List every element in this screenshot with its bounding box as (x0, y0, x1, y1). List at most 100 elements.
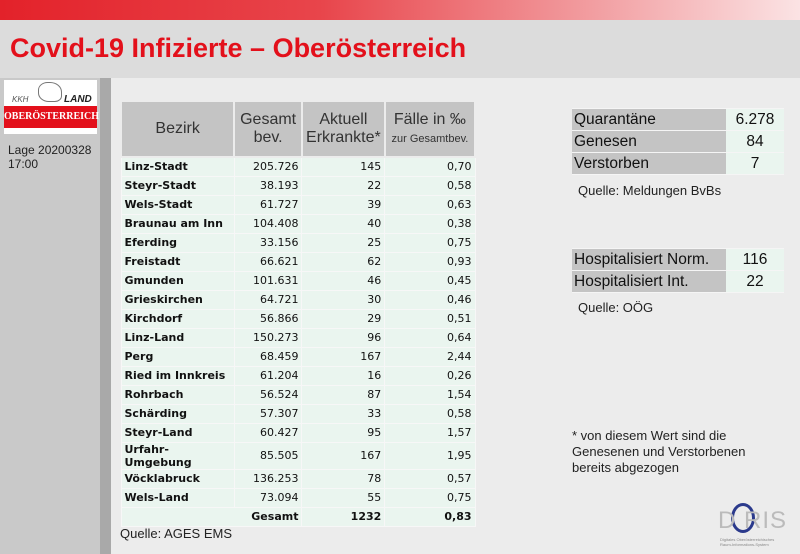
cell-faelle: 0,46 (384, 289, 476, 310)
cell-gesamt: 66.621 (233, 251, 303, 272)
cell-gesamt: 205.726 (233, 156, 303, 177)
table-row: Kirchdorf 56.866 29 0,51 (120, 308, 476, 329)
cell-aktuell: 55 (301, 487, 386, 508)
cell-faelle: 0,63 (384, 194, 476, 215)
status-row: Quarantäne 6.278 (572, 108, 784, 131)
cell-gesamt: 136.253 (233, 468, 303, 489)
cell-aktuell: 39 (301, 194, 386, 215)
hospital-table: Hospitalisiert Norm. 116 Hospitalisiert In… (572, 248, 784, 293)
row-label: Verstorben (572, 152, 726, 175)
table-row: Schärding 57.307 33 0,58 (120, 403, 476, 424)
cell-gesamt: 33.156 (233, 232, 303, 253)
source-ages: Quelle: AGES EMS (120, 526, 232, 541)
source-oeg: Quelle: OÖG (578, 300, 654, 315)
cell-aktuell: 96 (301, 327, 386, 348)
table-row: Ried im Innkreis 61.204 16 0,26 (120, 365, 476, 386)
header-gesamt: Gesamt bev. (233, 100, 303, 158)
cell-aktuell: 29 (301, 308, 386, 329)
total-row: Gesamt 1232 0,83 (120, 506, 476, 527)
table-row: Vöcklabruck 136.253 78 0,57 (120, 468, 476, 489)
cell-gesamt: 57.307 (233, 403, 303, 424)
cell-gesamt: 85.505 (233, 441, 303, 470)
page-title: Covid-19 Infizierte – Oberösterreich (10, 33, 467, 63)
table-row: Gmunden 101.631 46 0,45 (120, 270, 476, 291)
cell-bezirk: Vöcklabruck (120, 468, 235, 489)
land-ooe-logo: KKH LAND OBERÖSTERREICH (4, 80, 99, 134)
cell-aktuell: 95 (301, 422, 386, 443)
cell-faelle: 1,54 (384, 384, 476, 405)
cell-faelle: 0,26 (384, 365, 476, 386)
table-row: Wels-Stadt 61.727 39 0,63 (120, 194, 476, 215)
cell-gesamt: 73.094 (233, 487, 303, 508)
cell-gesamt: 101.631 (233, 270, 303, 291)
cell-faelle: 0,58 (384, 403, 476, 424)
top-color-bar (0, 0, 800, 20)
table-row: Wels-Land 73.094 55 0,75 (120, 487, 476, 508)
cell-aktuell: 46 (301, 270, 386, 291)
logo-kkh: KKH (12, 95, 29, 104)
cell-aktuell: 16 (301, 365, 386, 386)
row-value: 22 (726, 270, 784, 293)
row-label: Genesen (572, 130, 726, 153)
cell-aktuell: 40 (301, 213, 386, 234)
cell-gesamt: 150.273 (233, 327, 303, 348)
district-table: Bezirk Gesamt bev. Aktuell Erkrankte* Fäll… (119, 100, 477, 527)
cell-faelle: 0,45 (384, 270, 476, 291)
cell-aktuell: 30 (301, 289, 386, 310)
table-row: Braunau am Inn 104.408 40 0,38 (120, 213, 476, 234)
status-date: Lage 20200328 17:00 (8, 143, 92, 171)
cell-bezirk: Rohrbach (120, 384, 235, 405)
total-aktuell: 1232 (301, 506, 386, 527)
cell-faelle: 1,57 (384, 422, 476, 443)
cell-gesamt: 56.524 (233, 384, 303, 405)
doris-logo: D RIS Digitales Oberösterreichisches Raum… (718, 503, 798, 553)
cell-faelle: 0,75 (384, 487, 476, 508)
row-value: 84 (726, 130, 784, 153)
status-row: Verstorben 7 (572, 152, 784, 175)
cell-bezirk: Schärding (120, 403, 235, 424)
table-row: Urfahr-Umgebung 85.505 167 1,95 (120, 441, 476, 470)
table-row: Rohrbach 56.524 87 1,54 (120, 384, 476, 405)
cell-bezirk: Wels-Land (120, 487, 235, 508)
header-aktuell: Aktuell Erkrankte* (300, 100, 386, 158)
cell-bezirk: Ried im Innkreis (120, 365, 235, 386)
row-label: Quarantäne (572, 108, 726, 131)
row-label: Hospitalisiert Norm. (572, 248, 726, 271)
row-value: 116 (726, 248, 784, 271)
cell-aktuell: 167 (301, 346, 386, 367)
cell-bezirk: Gmunden (120, 270, 235, 291)
cell-faelle: 2,44 (384, 346, 476, 367)
map-icon (38, 82, 62, 102)
total-label: Gesamt (120, 506, 303, 527)
cell-bezirk: Steyr-Stadt (120, 175, 235, 196)
cell-faelle: 0,51 (384, 308, 476, 329)
status-table: Quarantäne 6.278 Genesen 84 Verstorben 7 (572, 108, 784, 175)
cell-faelle: 0,38 (384, 213, 476, 234)
table-row: Linz-Stadt 205.726 145 0,70 (120, 156, 476, 177)
cell-bezirk: Linz-Stadt (120, 156, 235, 177)
row-value: 6.278 (726, 108, 784, 131)
cell-bezirk: Eferding (120, 232, 235, 253)
cell-gesamt: 64.721 (233, 289, 303, 310)
cell-bezirk: Braunau am Inn (120, 213, 235, 234)
header-bezirk: Bezirk (119, 100, 236, 158)
total-faelle: 0,83 (384, 506, 476, 527)
cell-bezirk: Steyr-Land (120, 422, 235, 443)
table-row: Steyr-Stadt 38.193 22 0,58 (120, 175, 476, 196)
cell-bezirk: Freistadt (120, 251, 235, 272)
cell-faelle: 0,93 (384, 251, 476, 272)
cell-bezirk: Wels-Stadt (120, 194, 235, 215)
sidebar (0, 78, 100, 554)
cell-bezirk: Urfahr-Umgebung (120, 441, 235, 470)
table-row: Eferding 33.156 25 0,75 (120, 232, 476, 253)
cell-bezirk: Grieskirchen (120, 289, 235, 310)
doris-ring-icon (731, 503, 755, 533)
cell-faelle: 0,57 (384, 468, 476, 489)
cell-faelle: 0,64 (384, 327, 476, 348)
table-row: Perg 68.459 167 2,44 (120, 346, 476, 367)
title-band (0, 20, 800, 78)
cell-aktuell: 167 (301, 441, 386, 470)
cell-aktuell: 22 (301, 175, 386, 196)
cell-gesamt: 61.727 (233, 194, 303, 215)
cell-aktuell: 25 (301, 232, 386, 253)
